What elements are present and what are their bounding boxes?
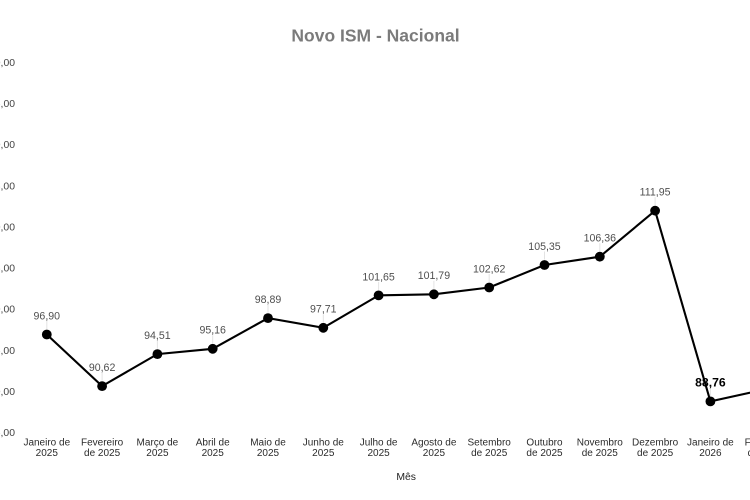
svg-text:Novembro: Novembro <box>577 437 624 448</box>
svg-text:Junho de: Junho de <box>303 437 345 448</box>
svg-text:Novo ISM - Nacional: Novo ISM - Nacional <box>291 26 459 46</box>
svg-text:2025: 2025 <box>36 448 59 459</box>
svg-text:2025: 2025 <box>367 448 390 459</box>
svg-text:90,62: 90,62 <box>89 362 116 374</box>
svg-text:96,90: 96,90 <box>34 310 61 322</box>
svg-text:125,00: 125,00 <box>0 99 15 110</box>
svg-text:Dezembro: Dezembro <box>632 437 679 448</box>
svg-text:111,95: 111,95 <box>640 187 671 199</box>
svg-text:95,00: 95,00 <box>0 346 15 357</box>
svg-text:2025: 2025 <box>312 448 335 459</box>
svg-text:94,51: 94,51 <box>144 330 171 342</box>
svg-text:Mês: Mês <box>396 472 416 483</box>
svg-text:98,89: 98,89 <box>255 294 282 306</box>
svg-text:95,16: 95,16 <box>199 325 226 337</box>
svg-text:110,00: 110,00 <box>0 223 15 234</box>
svg-text:2025: 2025 <box>202 448 225 459</box>
svg-text:2026: 2026 <box>699 448 722 459</box>
svg-text:105,35: 105,35 <box>528 241 561 253</box>
svg-text:2025: 2025 <box>423 448 446 459</box>
svg-text:105,00: 105,00 <box>0 264 15 275</box>
svg-text:100,00: 100,00 <box>0 305 15 316</box>
svg-text:de 2026: de 2026 <box>748 448 750 459</box>
svg-text:de 2025: de 2025 <box>471 448 508 459</box>
svg-text:101,65: 101,65 <box>362 271 395 283</box>
svg-text:97,71: 97,71 <box>310 304 337 316</box>
svg-text:Março de: Março de <box>137 437 179 448</box>
svg-text:102,62: 102,62 <box>473 263 506 275</box>
svg-text:90,00: 90,00 <box>0 387 15 398</box>
svg-text:Outubro: Outubro <box>526 437 563 448</box>
svg-text:106,36: 106,36 <box>584 233 617 245</box>
svg-text:de 2025: de 2025 <box>84 448 121 459</box>
svg-text:de 2025: de 2025 <box>637 448 674 459</box>
svg-text:Fevereiro: Fevereiro <box>81 437 124 448</box>
svg-text:Maio de: Maio de <box>250 437 286 448</box>
svg-text:Setembro: Setembro <box>468 437 512 448</box>
svg-text:120,00: 120,00 <box>0 140 15 151</box>
svg-text:Julho de: Julho de <box>360 437 398 448</box>
svg-text:Janeiro de: Janeiro de <box>23 437 70 448</box>
svg-text:88,76: 88,76 <box>695 375 726 389</box>
svg-text:Fevereiro: Fevereiro <box>745 437 750 448</box>
svg-text:de 2025: de 2025 <box>526 448 563 459</box>
svg-text:Agosto de: Agosto de <box>411 437 456 448</box>
svg-text:Abril de: Abril de <box>196 437 230 448</box>
svg-text:115,00: 115,00 <box>0 181 15 192</box>
svg-text:2025: 2025 <box>257 448 280 459</box>
svg-text:2025: 2025 <box>146 448 169 459</box>
svg-text:de 2025: de 2025 <box>582 448 619 459</box>
svg-text:85,00: 85,00 <box>0 428 15 439</box>
svg-text:130,00: 130,00 <box>0 58 15 69</box>
svg-text:101,79: 101,79 <box>418 270 451 282</box>
svg-text:Janeiro de: Janeiro de <box>687 437 734 448</box>
